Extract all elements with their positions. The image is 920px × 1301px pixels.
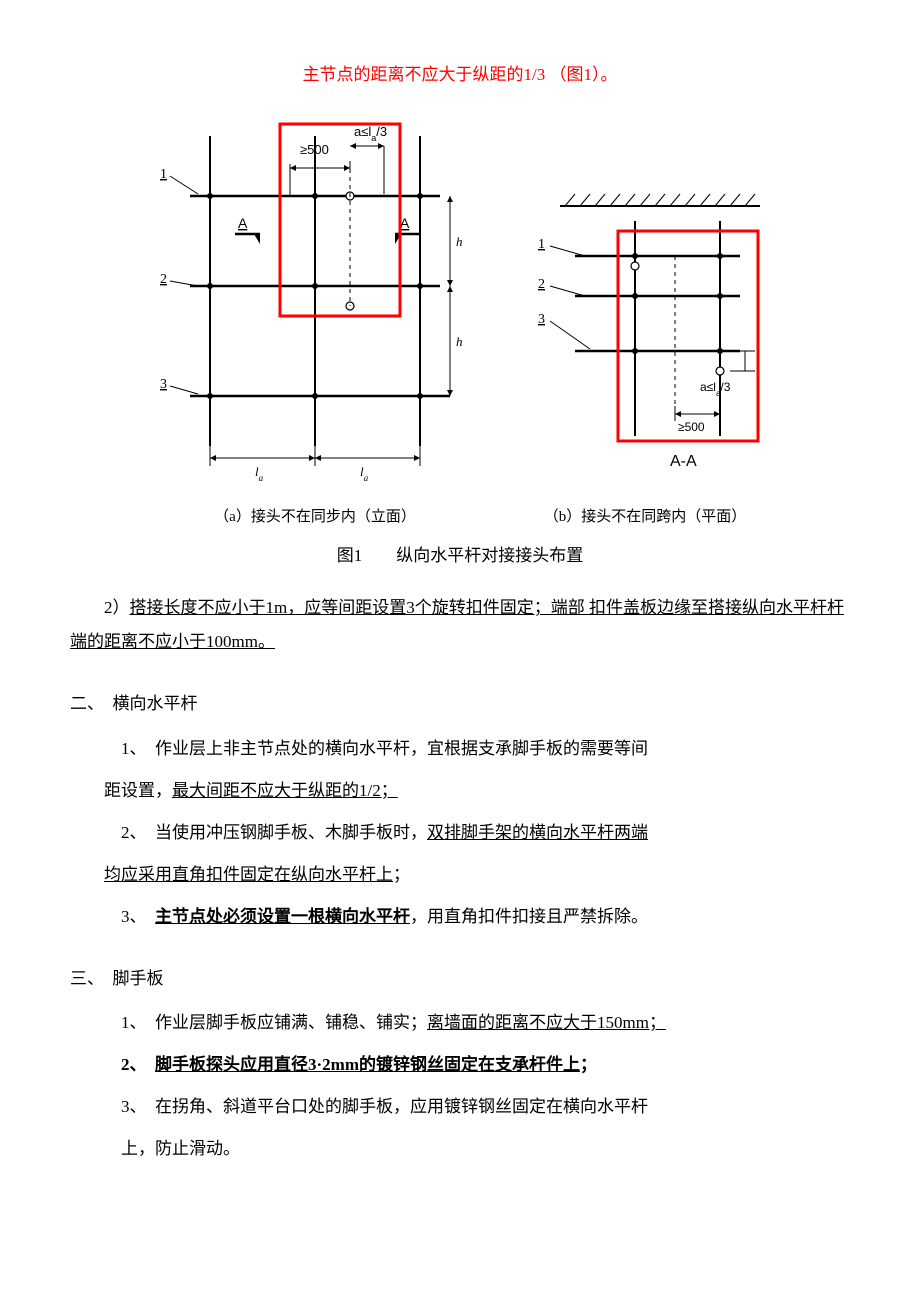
sec2-item3-pre: 3、 — [121, 907, 155, 926]
figure-a-block: ≥500 a≤la/3 A A 1 2 3 h — [150, 106, 480, 531]
sec3-item1: 1、 作业层脚手板应铺满、铺稳、铺实；离墙面的距离不应大于150mm； — [121, 1006, 850, 1040]
figure-b-svg: 1 2 3 a≤la/3 ≥500 A-A — [520, 176, 770, 486]
sec2-item1-line2: 距设置，最大间距不应大于纵距的1/2； — [104, 774, 850, 808]
sec3-item1-u: 离墙面的距离不应大于150mm； — [427, 1013, 666, 1032]
figure-a-svg: ≥500 a≤la/3 A A 1 2 3 h — [150, 106, 480, 486]
sec3-item2-u: 脚手板探头应用直径3·2mm的镀锌钢丝固定在支承杆件上 — [155, 1055, 580, 1074]
figure-b-caption: （b）接头不在同跨内（平面） — [544, 504, 747, 531]
sec2-item3-tail: ，用直角扣件扣接且严禁拆除。 — [410, 907, 648, 926]
figure-a-caption: （a）接头不在同步内（立面） — [214, 504, 416, 531]
sec2-item3-u: 主节点处必须设置一根横向水平杆 — [155, 907, 410, 926]
paragraph-2: 2）搭接长度不应小于1m，应等间距设置3个旋转扣件固定；端部 扣件盖板边缘至搭接… — [70, 591, 850, 659]
sec2-item1-line1: 1、 作业层上非主节点处的横向水平杆，宜根据支承脚手板的需要等间 — [121, 732, 850, 766]
p2-prefix: 2） — [104, 598, 130, 617]
sec2-item2b-u: 均应采用直角扣件固定在纵向水平杆上 — [104, 865, 393, 884]
svg-text:1: 1 — [538, 237, 545, 252]
sec2-item2-line1: 2、 当使用冲压钢脚手板、木脚手板时，双排脚手架的横向水平杆两端 — [121, 816, 850, 850]
sec2-item1b-pre: 距设置， — [104, 781, 172, 800]
svg-text:3: 3 — [160, 377, 167, 392]
sec3-item2: 2、 脚手板探头应用直径3·2mm的镀锌钢丝固定在支承杆件上； — [121, 1048, 850, 1082]
figure-title: 图1 纵向水平杆对接接头布置 — [70, 541, 850, 572]
sec3-item3-line1: 3、 在拐角、斜道平台口处的脚手板，应用镀锌钢丝固定在横向水平杆 — [121, 1090, 850, 1124]
figures-row: ≥500 a≤la/3 A A 1 2 3 h — [70, 106, 850, 531]
sec2-item2a-u: 双排脚手架的横向水平杆两端 — [427, 823, 648, 842]
sec3-item2-pre: 2、 — [121, 1055, 155, 1074]
svg-text:a≤la/3: a≤la/3 — [700, 380, 731, 398]
svg-text:≥500: ≥500 — [300, 142, 329, 157]
sec2-item2a-pre: 2、 当使用冲压钢脚手板、木脚手板时， — [121, 823, 427, 842]
svg-text:1: 1 — [160, 167, 167, 182]
svg-text:a≤la/3: a≤la/3 — [354, 124, 387, 143]
sec3-item2-tail: ； — [580, 1055, 597, 1074]
svg-text:A: A — [238, 215, 248, 231]
sec2-item1b-u: 最大间距不应大于纵距的1/2； — [172, 781, 398, 800]
sec2-item3: 3、 主节点处必须设置一根横向水平杆，用直角扣件扣接且严禁拆除。 — [121, 900, 850, 934]
figure-b-block: 1 2 3 a≤la/3 ≥500 A-A （b）接头不在同跨内（平面） — [520, 176, 770, 531]
svg-text:h: h — [456, 334, 463, 349]
section-3-heading: 三、 脚手板 — [70, 964, 850, 995]
sec2-item2b-tail: ； — [393, 865, 410, 884]
svg-text:2: 2 — [538, 277, 545, 292]
p2-underline: 搭接长度不应小于1m，应等间距设置3个旋转扣件固定；端部 扣件盖板边缘至搭接纵向… — [70, 598, 844, 651]
svg-text:la: la — [360, 464, 369, 483]
sec3-item3-line2: 上，防止滑动。 — [121, 1132, 850, 1166]
svg-text:la: la — [255, 464, 264, 483]
svg-text:A-A: A-A — [670, 453, 697, 470]
svg-text:≥500: ≥500 — [678, 420, 705, 434]
sec3-item1-pre: 1、 作业层脚手板应铺满、铺稳、铺实； — [121, 1013, 427, 1032]
svg-text:2: 2 — [160, 272, 167, 287]
svg-text:3: 3 — [538, 312, 545, 327]
header-red-text: 主节点的距离不应大于纵距的1/3 （图1）。 — [70, 60, 850, 91]
section-2-heading: 二、 横向水平杆 — [70, 689, 850, 720]
svg-text:h: h — [456, 234, 463, 249]
sec2-item2-line2: 均应采用直角扣件固定在纵向水平杆上； — [104, 858, 850, 892]
